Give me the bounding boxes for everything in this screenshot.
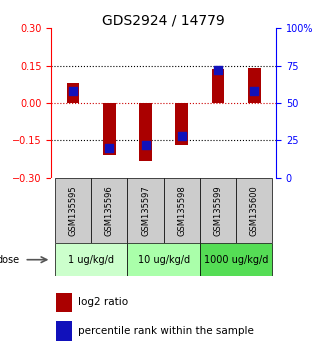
Text: GSM135598: GSM135598 (177, 185, 186, 236)
Text: log2 ratio: log2 ratio (78, 297, 128, 307)
Bar (200, 243, 273, 276)
Text: percentile rank within the sample: percentile rank within the sample (78, 326, 254, 336)
Bar (67, 83, 80, 103)
Text: GSM135600: GSM135600 (250, 185, 259, 236)
Bar (164, 178, 200, 243)
Text: GSM135597: GSM135597 (141, 185, 150, 236)
Text: 1 ug/kg/d: 1 ug/kg/d (68, 255, 114, 265)
Bar (127, 243, 200, 276)
Bar (103, 103, 116, 155)
Text: dose: dose (0, 255, 20, 265)
Bar (55, 243, 127, 276)
Text: GSM135595: GSM135595 (69, 185, 78, 236)
Title: GDS2924 / 14779: GDS2924 / 14779 (102, 13, 225, 27)
Bar (56, 321, 72, 341)
Text: 10 ug/kg/d: 10 ug/kg/d (138, 255, 190, 265)
Bar (55, 178, 91, 243)
Bar (127, 178, 164, 243)
Point (143, 142, 148, 148)
Point (215, 67, 221, 73)
Text: GSM135596: GSM135596 (105, 185, 114, 236)
Bar (176, 103, 188, 145)
Bar (236, 178, 273, 243)
Bar (200, 178, 236, 243)
Text: 1000 ug/kg/d: 1000 ug/kg/d (204, 255, 268, 265)
Bar (91, 178, 127, 243)
Point (107, 145, 112, 150)
Point (252, 88, 257, 94)
Bar (212, 69, 224, 103)
Point (71, 88, 76, 94)
Point (179, 133, 184, 139)
Bar (248, 68, 261, 103)
Bar (56, 293, 72, 312)
Text: GSM135599: GSM135599 (213, 185, 222, 236)
Bar (139, 103, 152, 161)
